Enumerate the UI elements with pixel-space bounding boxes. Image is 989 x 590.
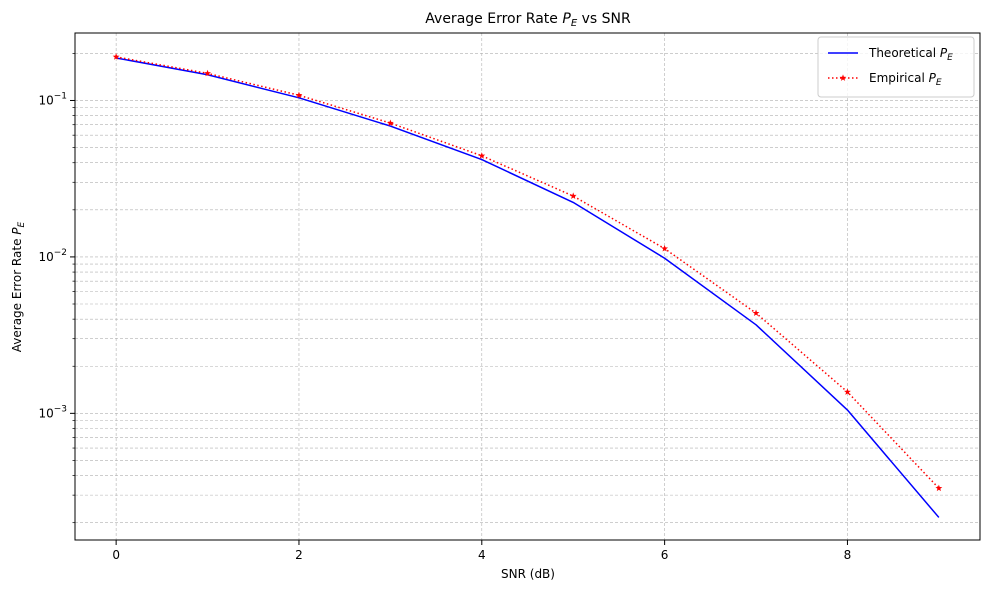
x-tick-label: 4	[478, 548, 486, 562]
x-tick-label: 0	[112, 548, 120, 562]
y-tick-label-base: 10	[38, 406, 53, 420]
chart-title: Average Error Rate PE vs SNR	[425, 11, 631, 29]
chart-title-sub: E	[571, 18, 578, 29]
data-point-empirical	[935, 484, 943, 492]
chart-title-suffix: vs SNR	[577, 11, 631, 27]
series-line-empirical	[116, 56, 940, 489]
legend-marker-empirical	[839, 74, 847, 81]
x-axis: 0 2 4 6 8	[112, 540, 851, 562]
plot-frame	[74, 32, 981, 541]
y-tick-label: 10−3	[38, 404, 67, 420]
y-tick-label: 10−2	[38, 248, 67, 264]
legend-label-theoretical-prefix: Theoretical	[868, 46, 940, 60]
data-point-empirical	[478, 152, 486, 159]
chart-title-prefix: Average Error Rate	[425, 11, 562, 27]
data-point-empirical	[661, 245, 669, 252]
y-tick-label-exponent: −1	[54, 91, 67, 101]
legend-label-theoretical-sym: P	[940, 46, 948, 60]
data-point-empirical	[386, 119, 394, 126]
legend-label-empirical-sym: P	[929, 71, 937, 85]
legend-label-theoretical: Theoretical PE	[868, 46, 953, 63]
legend-label-theoretical-sub: E	[947, 53, 953, 63]
grid	[75, 33, 980, 540]
data-point-empirical	[295, 91, 303, 99]
y-axis: 10−310−210−1	[38, 53, 75, 524]
data-point-empirical	[569, 192, 577, 199]
data-point-empirical	[204, 69, 211, 77]
legend-label-empirical-prefix: Empirical	[869, 71, 929, 85]
y-axis-label-prefix: Average Error Rate	[10, 235, 24, 353]
data-point-empirical	[112, 53, 120, 60]
y-tick-label-base: 10	[38, 250, 53, 264]
chart-title-sym: P	[562, 11, 571, 27]
y-axis-label: Average Error Rate PE	[10, 221, 27, 352]
y-axis-label-sub: E	[17, 221, 27, 227]
series-layer	[112, 53, 943, 518]
x-tick-label: 8	[844, 548, 852, 562]
legend: Theoretical PE Empirical PE	[817, 36, 975, 98]
y-tick-label-base: 10	[38, 93, 53, 107]
data-point-empirical	[844, 388, 851, 395]
x-axis-label: SNR (dB)	[501, 567, 555, 581]
y-tick-label: 10−1	[38, 91, 67, 107]
y-tick-label-exponent: −2	[54, 248, 67, 258]
legend-box	[817, 36, 975, 98]
series-line-theoretical	[116, 57, 940, 518]
x-tick-label: 2	[295, 548, 303, 562]
y-axis-label-sym: P	[10, 227, 24, 235]
data-point-empirical	[752, 309, 760, 317]
x-tick-label: 6	[661, 548, 669, 562]
legend-label-empirical: Empirical PE	[869, 71, 942, 88]
y-tick-label-exponent: −3	[54, 404, 67, 414]
legend-label-empirical-sub: E	[936, 78, 942, 88]
